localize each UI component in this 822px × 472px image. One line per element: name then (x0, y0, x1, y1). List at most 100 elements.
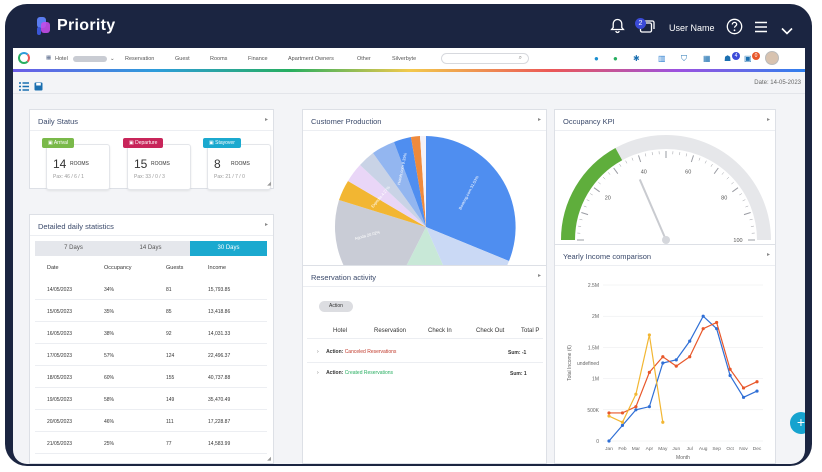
menu-item-other[interactable]: Other (357, 56, 371, 62)
bell-icon[interactable] (610, 18, 625, 37)
data-point[interactable] (715, 320, 719, 325)
data-point[interactable] (634, 392, 638, 396)
data-point[interactable] (688, 355, 692, 359)
resize-handle-icon[interactable]: ◢ (267, 456, 271, 462)
stayover-card[interactable]: ▣ Stayover 8 ROOMS Pax: 21 / 7 / 0 (203, 138, 271, 190)
pie-slice-lilac[interactable] (348, 165, 426, 227)
menu-item-reservation[interactable]: Reservation (125, 56, 155, 62)
data-point[interactable] (607, 439, 611, 443)
collapse-icon[interactable]: ▸ (537, 273, 541, 279)
data-point[interactable] (647, 370, 651, 374)
users-icon[interactable]: ☗ (724, 54, 732, 63)
menu-item-hotel[interactable]: Hotel (55, 56, 68, 62)
whatsapp-icon[interactable]: ● (613, 54, 618, 63)
pie-slice-agoda[interactable] (335, 200, 426, 266)
menu-item-silverbyte[interactable]: Silverbyte (392, 56, 417, 62)
pie-slice-expedia[interactable] (373, 142, 426, 227)
search-input[interactable]: ⌕ (441, 53, 529, 64)
pie-slice-hotels[interactable] (394, 137, 426, 227)
expand-icon[interactable]: › (317, 349, 319, 355)
data-point[interactable] (661, 420, 665, 424)
save-icon[interactable] (34, 78, 43, 96)
collapse-icon[interactable]: ▸ (537, 117, 541, 123)
data-point[interactable] (674, 364, 678, 368)
data-point[interactable] (715, 327, 719, 331)
column-header[interactable]: Date (47, 265, 59, 271)
settings-icon[interactable]: ✱ (633, 54, 640, 63)
column-header[interactable]: Reservation (374, 328, 407, 334)
list-view-icon[interactable] (19, 78, 29, 96)
departure-card[interactable]: ▣ Departure 15 ROOMS Pax: 33 / 0 / 3 (123, 138, 191, 190)
arrival-card[interactable]: ▣ Arrival 14 ROOMS Pax: 46 / 6 / 1 (42, 138, 110, 190)
menu-item-rooms[interactable]: Rooms (210, 56, 228, 62)
activity-row[interactable]: › Action: Created Reservations (317, 370, 393, 376)
data-point[interactable] (607, 414, 611, 418)
add-button[interactable]: + (790, 412, 805, 434)
cart-icon[interactable]: ⛉ (681, 54, 687, 63)
pie-slice-white[interactable] (420, 135, 426, 227)
collapse-icon[interactable]: ▸ (264, 117, 268, 123)
tab-30-days[interactable]: 30 Days (190, 241, 267, 256)
data-point[interactable] (620, 411, 625, 415)
column-header[interactable]: Income (208, 265, 227, 271)
activity-row[interactable]: › Action: Canceled Reservations (317, 349, 396, 355)
collapse-icon[interactable]: ▸ (766, 252, 770, 258)
legend-label[interactable]: 2023 (750, 463, 761, 464)
pie-slice-orange[interactable] (411, 136, 426, 227)
data-point[interactable] (674, 358, 678, 362)
pie-slice-booking[interactable] (426, 136, 516, 261)
data-point[interactable] (634, 408, 638, 412)
chat-icon[interactable]: ● (594, 54, 599, 63)
data-point[interactable] (741, 395, 746, 399)
collapse-icon[interactable]: ▸ (264, 222, 268, 228)
pie-slice-yellow[interactable] (339, 181, 426, 227)
pie-slice-grey[interactable] (360, 153, 426, 227)
data-point[interactable] (647, 333, 651, 337)
column-header[interactable]: Check In (428, 328, 452, 334)
legend-label[interactable]: 2021 (682, 463, 693, 464)
pie-slice-small[interactable] (426, 227, 509, 266)
expand-icon[interactable]: › (317, 370, 319, 376)
data-point[interactable] (607, 411, 611, 415)
column-header[interactable]: Guests (166, 265, 184, 271)
app-logo[interactable]: Priority (37, 17, 115, 35)
data-point[interactable] (620, 423, 625, 427)
income-line-chart: 0 500K 1M 1.5M 2M 2.5M undefined Jan Feb Mar Apr Ma… (567, 283, 763, 464)
chevron-down-icon[interactable] (781, 22, 793, 38)
menu-item-apartment-owners[interactable]: Apartment Owners (288, 56, 334, 62)
collapse-icon[interactable]: ▸ (766, 117, 770, 123)
data-point[interactable] (661, 355, 665, 359)
resize-handle-icon[interactable]: ◢ (267, 181, 271, 187)
pie-chart: Booking.com 31.53% Agoda 20.02% Hotels.c… (335, 135, 516, 266)
menu-item-guest[interactable]: Guest (175, 56, 190, 62)
data-point[interactable] (728, 367, 732, 371)
column-header[interactable]: Hotel (333, 328, 348, 334)
tab-14-days[interactable]: 14 Days (139, 245, 162, 251)
action-button[interactable]: Action (319, 301, 353, 312)
column-header[interactable]: Check Out (476, 328, 505, 334)
data-point[interactable] (755, 389, 759, 393)
wallet-icon[interactable]: ▣ (744, 54, 752, 63)
data-point[interactable] (647, 405, 651, 409)
help-icon[interactable] (726, 18, 743, 38)
hamburger-menu-icon[interactable] (754, 20, 768, 36)
data-point[interactable] (620, 420, 625, 424)
data-point[interactable] (634, 405, 638, 409)
tab-7-days[interactable]: 7 Days (64, 245, 83, 251)
column-header[interactable]: Occupancy (104, 265, 132, 271)
data-point[interactable] (661, 361, 665, 365)
data-point[interactable] (701, 314, 705, 318)
data-point[interactable] (728, 373, 732, 378)
column-header[interactable]: Total P (521, 328, 540, 334)
user-name[interactable]: User Name (669, 23, 715, 33)
bar-chart-icon[interactable]: ▥ (658, 54, 666, 63)
data-point[interactable] (688, 339, 692, 343)
avatar[interactable] (765, 51, 779, 65)
grid-icon[interactable]: ▦ (703, 54, 711, 63)
data-point[interactable] (755, 380, 759, 384)
menu-item-finance[interactable]: Finance (248, 56, 268, 62)
pie-slice-green[interactable] (385, 227, 463, 266)
data-point[interactable] (701, 327, 705, 331)
legend-label[interactable]: 2022 (716, 463, 727, 464)
data-point[interactable] (741, 386, 746, 390)
